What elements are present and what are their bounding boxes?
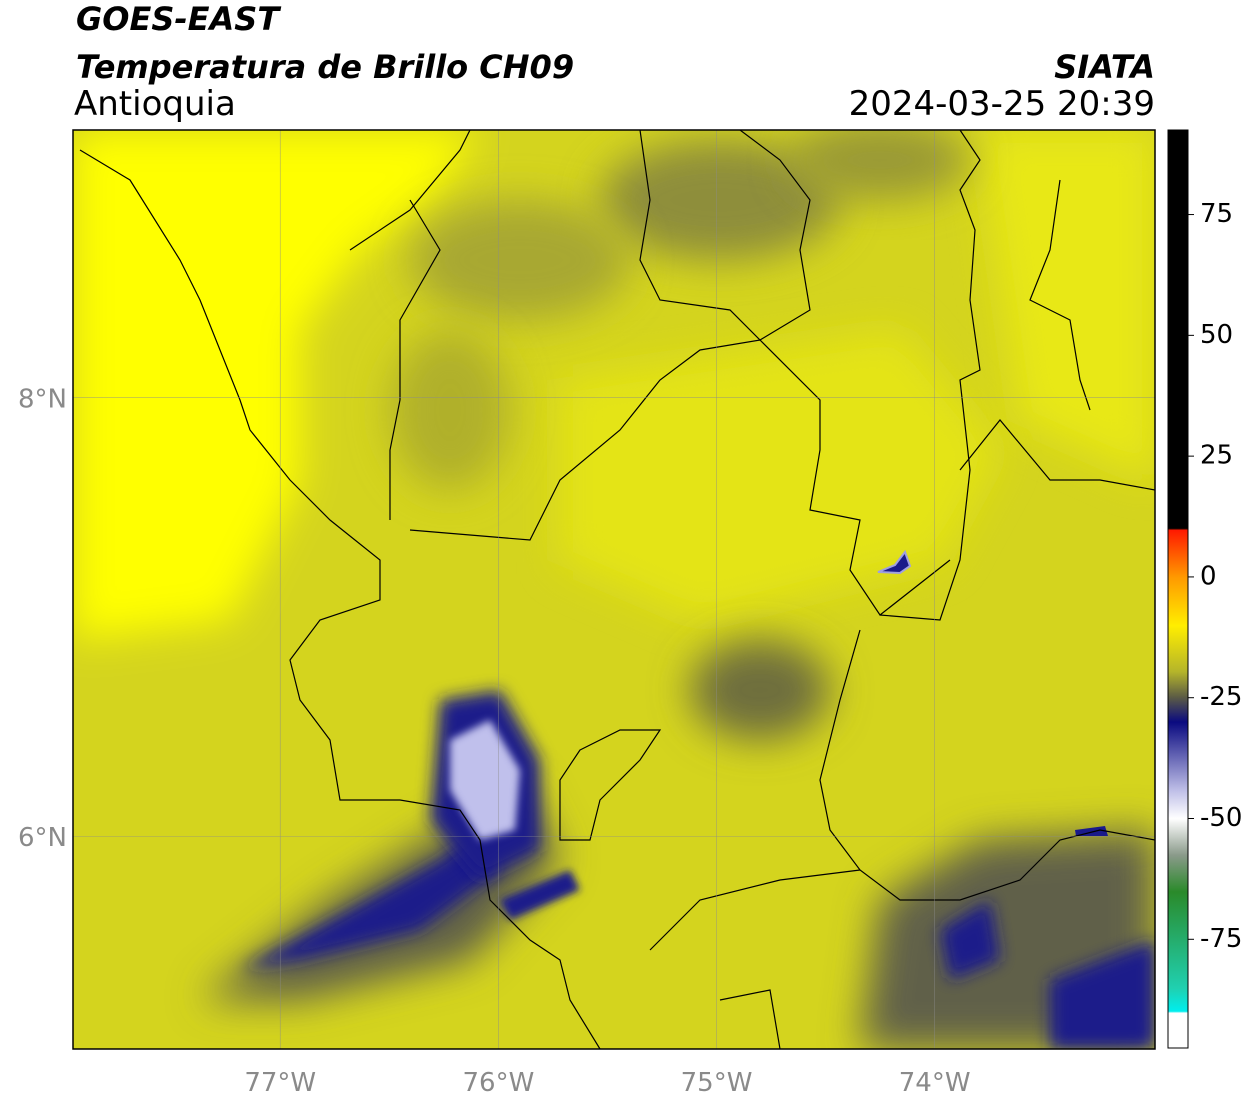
title: GOES-EAST [76,0,281,38]
x-tick-label: 74°W [899,1068,971,1098]
x-tick-label: 77°W [244,1068,316,1098]
region: Antioquia [74,84,236,124]
x-tick-label: 76°W [462,1068,534,1098]
colorbar-tick-label: -50 [1200,803,1242,833]
datetime: 2024-03-25 20:39 [849,84,1155,124]
colorbar [1167,129,1189,1049]
y-tick-label: 8°N [18,385,67,415]
colorbar-tick-label: 75 [1200,199,1233,229]
y-tick-label: 6°N [18,823,67,853]
grid [73,130,1155,1049]
map-frame [72,129,1156,1050]
colorbar-ticks: 75 50 25 0 -25 -50 -75 [1188,199,1242,954]
colorbar-tick-label: 25 [1200,441,1233,471]
satellite-image [73,130,1155,1049]
x-tick-label: 75°W [681,1068,753,1098]
colorbar-tick-label: 0 [1200,561,1217,591]
subtitle: Temperatura de Brillo CH09 [76,48,574,86]
colorbar-tick-label: -25 [1200,682,1242,712]
source: SIATA [1054,48,1155,86]
colorbar-tick-label: -75 [1200,924,1242,954]
colorbar-tick-label: 50 [1200,320,1233,350]
